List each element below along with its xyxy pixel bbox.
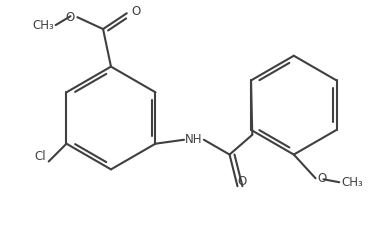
Text: CH₃: CH₃: [341, 176, 363, 189]
Text: O: O: [238, 175, 247, 188]
Text: NH: NH: [185, 133, 203, 146]
Text: O: O: [132, 5, 141, 18]
Text: O: O: [318, 172, 327, 185]
Text: Cl: Cl: [34, 151, 46, 164]
Text: CH₃: CH₃: [32, 19, 54, 32]
Text: O: O: [65, 11, 74, 24]
